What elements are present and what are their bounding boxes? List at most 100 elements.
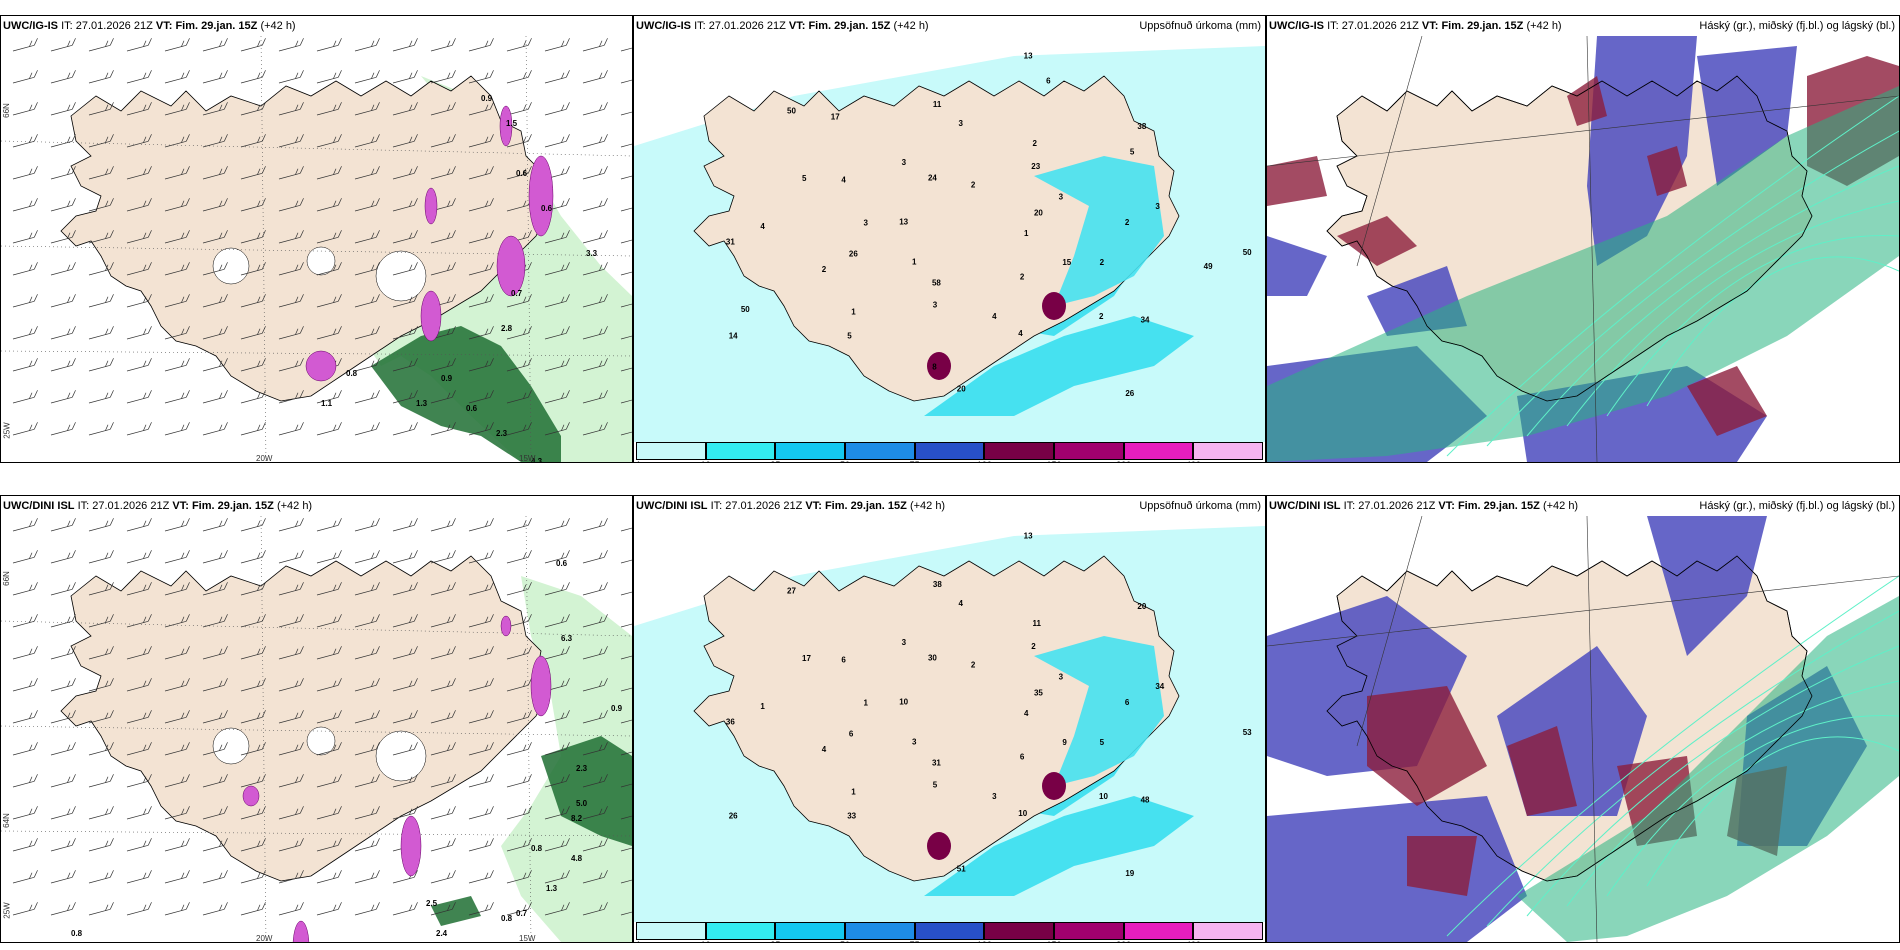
wind-barb <box>50 774 76 788</box>
wind-barb <box>392 102 418 116</box>
wind-barb <box>468 774 494 788</box>
wind-barb <box>506 710 532 724</box>
wind-barb <box>620 876 632 884</box>
colorbar-swatch <box>984 442 1054 460</box>
wind-barb <box>202 326 228 340</box>
wind-barb <box>126 614 152 628</box>
wind-barb <box>582 70 608 84</box>
wind-barb <box>12 742 38 756</box>
low-cloud-area <box>1267 236 1327 296</box>
glacier <box>212 247 250 285</box>
wind-barb <box>316 230 342 244</box>
wind-barb <box>392 70 418 84</box>
wind-barb <box>392 38 418 52</box>
wind-barb <box>50 166 76 180</box>
wind-value-label: 0.9 <box>611 704 623 713</box>
wind-barb <box>506 646 532 660</box>
wind-barb <box>430 678 456 692</box>
precip-value-label: 11 <box>933 100 942 109</box>
wind-barb <box>240 646 266 660</box>
wind-barb <box>12 422 38 436</box>
wind-barb <box>12 294 38 308</box>
colorbar-swatch <box>1123 922 1194 940</box>
precip-value-label: 3 <box>933 300 938 309</box>
wind-barb <box>126 742 152 756</box>
cloud-title: Háský (gr.), miðský (fj.bl.) og lágský (… <box>1699 20 1895 32</box>
wind-barb <box>202 294 228 308</box>
wind-barb <box>12 710 38 724</box>
wind-barb <box>240 774 266 788</box>
panel-header: UWC/IG-IS IT: 27.01.2026 21Z VT: Fim. 29… <box>1 16 632 36</box>
iceland-coastline <box>1326 555 1813 882</box>
precip-value-label: 26 <box>1125 389 1134 398</box>
wind-value-label: 4.8 <box>571 854 583 863</box>
wind-value-label: 1.5 <box>506 119 518 128</box>
wind-barb <box>544 102 570 116</box>
wind-barb <box>544 646 570 660</box>
wind-barb <box>468 294 494 308</box>
wind-barb <box>354 614 380 628</box>
precip-medium-area <box>1034 156 1164 306</box>
colorbar-swatch <box>636 442 706 460</box>
wind-barb <box>278 38 304 52</box>
wind-barb <box>88 358 114 372</box>
wind-value-label: 0.8 <box>501 914 513 923</box>
wind-barb <box>316 902 342 916</box>
wind-barb <box>50 550 76 564</box>
wind-barb <box>430 70 456 84</box>
wind-barb <box>506 166 532 180</box>
wind-barb <box>544 774 570 788</box>
high-cloud-contour <box>1646 256 1899 407</box>
wind-barb <box>620 428 632 436</box>
wind-barb <box>544 358 570 372</box>
wind-barb <box>354 102 380 116</box>
precip-value-label: 2 <box>1125 218 1130 227</box>
wind-barb <box>544 390 570 404</box>
precip-value-label: 1 <box>863 699 868 708</box>
wind-barb <box>202 806 228 820</box>
wind-barb <box>278 614 304 628</box>
colorbar-swatch <box>1054 922 1124 940</box>
wind-barb <box>392 198 418 212</box>
wind-barb <box>354 838 380 852</box>
wind-barb <box>430 390 456 404</box>
wind-barb <box>88 582 114 596</box>
wind-barb <box>620 780 632 788</box>
wind-barb <box>354 870 380 884</box>
model-name: UWC/DINI ISL <box>1269 500 1341 512</box>
wind-barb <box>354 390 380 404</box>
colorbar-tick-label: 75 <box>910 940 920 942</box>
high-cloud-contour <box>1566 680 1899 907</box>
panel-header: UWC/DINI ISL IT: 27.01.2026 21Z VT: Fim.… <box>1267 496 1899 516</box>
wind-barb <box>126 902 152 916</box>
wind-barb <box>126 198 152 212</box>
precip-max-area <box>1042 772 1066 800</box>
wind-barb <box>278 70 304 84</box>
colorbar-swatch <box>775 442 845 460</box>
wind-barb <box>430 774 456 788</box>
it-label: IT: <box>1327 20 1339 32</box>
precip-value-label: 1 <box>851 307 856 316</box>
wind-barb <box>240 102 266 116</box>
wind-barb <box>50 838 76 852</box>
wind-barb <box>392 422 418 436</box>
wind-barb <box>582 582 608 596</box>
wind-barb <box>202 38 228 52</box>
wind-value-label: 0.6 <box>541 204 553 213</box>
precip-value-label: 36 <box>726 717 735 726</box>
cloud-title: Háský (gr.), miðský (fj.bl.) og lágský (… <box>1699 500 1895 512</box>
wind-barb <box>468 358 494 372</box>
colorbar-tick-label: 150 <box>1046 940 1061 942</box>
wind-value-label: 0.8 <box>531 844 543 853</box>
wind-barb <box>12 390 38 404</box>
wind-barb <box>164 742 190 756</box>
precip-value-label: 2 <box>1031 642 1036 651</box>
wind-barb <box>278 518 304 532</box>
colorbar-tick-label: 50 <box>840 460 850 462</box>
glacier <box>306 726 336 756</box>
wind-barb <box>582 326 608 340</box>
lead-time: (+42 h) <box>909 500 946 512</box>
wind-barb <box>430 742 456 756</box>
wind-barb <box>582 166 608 180</box>
wind-barb <box>12 230 38 244</box>
